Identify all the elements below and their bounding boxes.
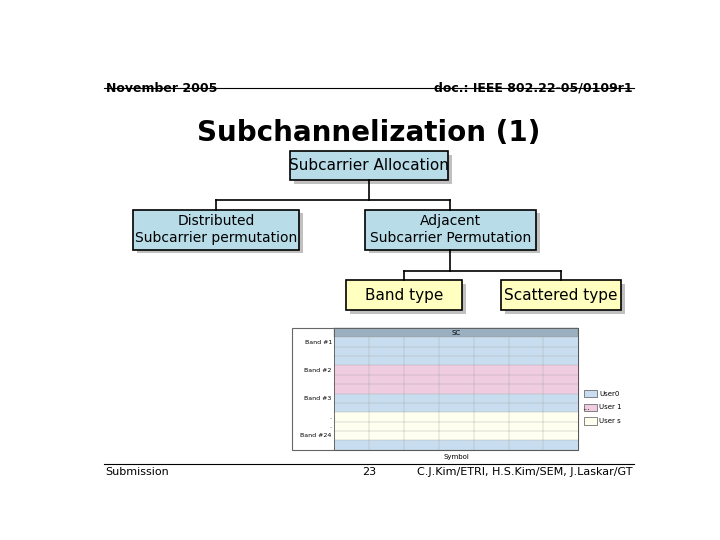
Bar: [350, 284, 466, 314]
Bar: [334, 328, 578, 450]
Bar: [334, 431, 578, 441]
Text: Band #24: Band #24: [300, 433, 332, 438]
Bar: [290, 151, 448, 180]
Text: ...: ...: [582, 403, 590, 412]
Text: doc.: IEEE 802.22-05/0109r1: doc.: IEEE 802.22-05/0109r1: [434, 82, 632, 94]
Bar: [292, 328, 578, 450]
Text: Band #2: Band #2: [305, 368, 332, 373]
Text: .: .: [330, 415, 332, 420]
Text: User0: User0: [599, 390, 619, 396]
Text: User 1: User 1: [599, 404, 622, 410]
Text: SC: SC: [451, 330, 461, 336]
Bar: [334, 384, 578, 394]
Bar: [500, 280, 621, 309]
Bar: [334, 394, 578, 403]
Text: November 2005: November 2005: [106, 82, 217, 94]
Bar: [334, 413, 578, 422]
Bar: [334, 356, 578, 366]
Bar: [334, 328, 578, 338]
Text: Band #1: Band #1: [305, 340, 332, 345]
Text: 23: 23: [362, 467, 376, 477]
Bar: [585, 417, 597, 425]
Text: Subcarrier Allocation: Subcarrier Allocation: [289, 158, 449, 173]
Text: Symbol: Symbol: [444, 455, 469, 461]
Text: C.J.Kim/ETRI, H.S.Kim/SEM, J.Laskar/GT: C.J.Kim/ETRI, H.S.Kim/SEM, J.Laskar/GT: [417, 467, 632, 477]
Text: Scattered type: Scattered type: [504, 287, 618, 302]
Bar: [369, 213, 539, 253]
Bar: [334, 403, 578, 413]
Text: .: .: [330, 424, 332, 429]
Text: User s: User s: [599, 418, 621, 424]
Bar: [365, 210, 536, 249]
Text: Band type: Band type: [365, 287, 443, 302]
Text: Distributed
Subcarrier permutation: Distributed Subcarrier permutation: [135, 214, 297, 245]
Bar: [334, 347, 578, 356]
Bar: [585, 390, 597, 397]
Bar: [334, 422, 578, 431]
Bar: [334, 441, 578, 450]
Bar: [334, 375, 578, 384]
Text: Subchannelization (1): Subchannelization (1): [197, 119, 541, 147]
Bar: [334, 366, 578, 375]
Text: Submission: Submission: [106, 467, 169, 477]
Bar: [334, 338, 578, 347]
Text: Band #3: Band #3: [305, 396, 332, 401]
Bar: [132, 210, 300, 249]
Bar: [346, 280, 462, 309]
Text: Adjacent
Subcarrier Permutation: Adjacent Subcarrier Permutation: [370, 214, 531, 245]
Bar: [137, 213, 303, 253]
Bar: [585, 403, 597, 411]
Bar: [505, 284, 625, 314]
Bar: [294, 155, 452, 184]
